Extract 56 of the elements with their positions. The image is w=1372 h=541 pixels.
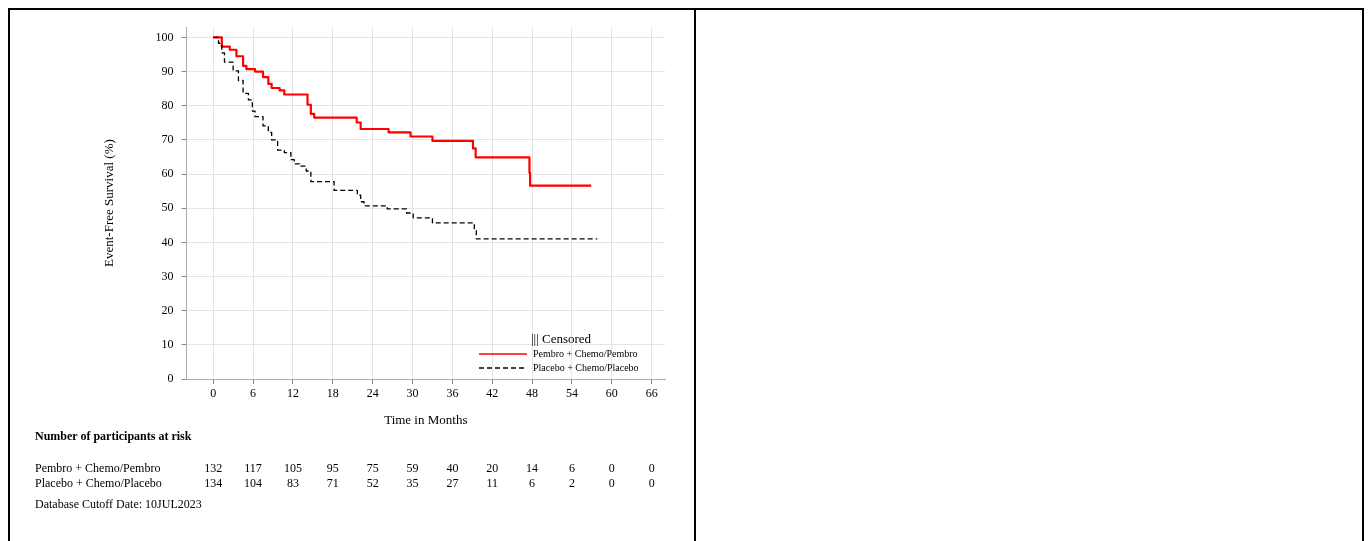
y-tick-label: 0 bbox=[167, 371, 174, 386]
x-tick-label: 60 bbox=[605, 386, 618, 401]
text: 0 bbox=[608, 461, 615, 476]
text: 2 bbox=[568, 476, 575, 491]
x-tick-label: 6 bbox=[250, 386, 257, 401]
text: 20 bbox=[486, 461, 499, 476]
x-tick-label: 12 bbox=[286, 386, 299, 401]
x-tick-label: 30 bbox=[406, 386, 419, 401]
legend-title: ||| Censored bbox=[530, 331, 592, 347]
y-tick-label: 30 bbox=[161, 268, 174, 283]
text: Pembro + Chemo/Pembro bbox=[35, 461, 161, 476]
y-tick-label: 10 bbox=[161, 337, 174, 351]
y-tick-label: 100 bbox=[155, 29, 174, 44]
text: 52 bbox=[366, 476, 379, 491]
y-tick-label: 40 bbox=[161, 234, 174, 249]
y-tick-label: 80 bbox=[161, 97, 174, 112]
y-tick-label: 50 bbox=[161, 200, 174, 215]
text: 104 bbox=[244, 476, 263, 491]
x-axis-title: Time in Months bbox=[384, 411, 468, 427]
text: Number of participants at risk bbox=[35, 429, 192, 444]
text: 0 bbox=[648, 461, 655, 476]
text: 0 bbox=[648, 476, 655, 491]
x-tick-label: 24 bbox=[366, 386, 379, 401]
text: 6 bbox=[568, 461, 575, 476]
y-tick-label: 20 bbox=[161, 302, 174, 317]
text: 59 bbox=[406, 461, 419, 476]
text: 27 bbox=[446, 476, 459, 491]
legend-label: Placebo + Chemo/Placebo bbox=[533, 361, 639, 373]
text: 0 bbox=[608, 476, 615, 491]
text: 95 bbox=[326, 461, 339, 476]
x-tick-label: 42 bbox=[486, 386, 499, 401]
x-tick-label: 36 bbox=[446, 386, 459, 401]
text: 14 bbox=[526, 461, 539, 476]
text: 6 bbox=[529, 476, 536, 491]
legend-label: Pembro + Chemo/Pembro bbox=[533, 347, 638, 359]
text: 132 bbox=[204, 461, 223, 476]
text: 11 bbox=[486, 476, 499, 491]
text: 117 bbox=[244, 461, 262, 476]
x-tick-label: 54 bbox=[565, 386, 578, 401]
y-tick-label: 60 bbox=[161, 166, 174, 181]
text: Placebo + Chemo/Placebo bbox=[35, 476, 162, 491]
text: Database Cutoff Date: 10JUL2023 bbox=[35, 497, 202, 512]
x-tick-label: 18 bbox=[326, 386, 339, 401]
y-axis-title: Event-Free Survival (%) bbox=[101, 139, 117, 267]
text: 75 bbox=[366, 461, 379, 476]
x-tick-label: 0 bbox=[210, 386, 217, 401]
text: 105 bbox=[283, 461, 302, 476]
text: 83 bbox=[286, 476, 299, 491]
text: 35 bbox=[406, 476, 419, 491]
x-tick-label: 48 bbox=[526, 386, 539, 401]
y-tick-label: 90 bbox=[161, 63, 174, 78]
text: 40 bbox=[446, 461, 459, 476]
text: 134 bbox=[204, 476, 223, 491]
text: 71 bbox=[326, 476, 339, 491]
x-tick-label: 66 bbox=[645, 386, 658, 401]
y-tick-label: 70 bbox=[161, 132, 174, 147]
